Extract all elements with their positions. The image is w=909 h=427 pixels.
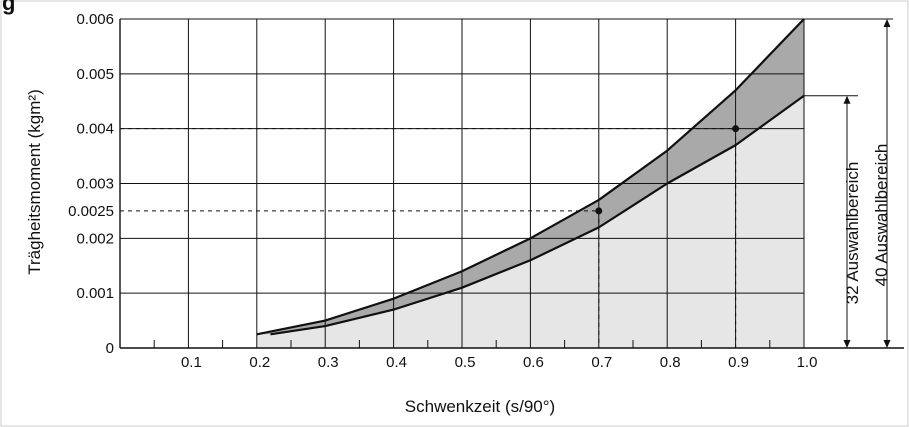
range-label-40: 40 Auswahlbereich — [872, 144, 891, 287]
range-arrow-40-head-bottom — [883, 340, 891, 348]
y-tick-labels: 0 0.001 0.002 0.0025 0.003 0.004 0.005 0.006 — [68, 11, 114, 357]
x-tick-label: 0.6 — [523, 354, 544, 371]
x-tick-label: 0.9 — [728, 354, 749, 371]
y-tick-label: 0.005 — [76, 66, 114, 83]
x-tick-label: 0.4 — [386, 354, 407, 371]
x-tick-label: 0.8 — [660, 354, 681, 371]
x-tick-labels: 0.1 0.2 0.3 0.4 0.5 0.6 0.7 0.8 0.9 1.0 — [181, 354, 817, 371]
series-lines — [256, 18, 805, 336]
series-line-32 — [270, 94, 805, 336]
range-markers — [804, 18, 893, 348]
range-label-32: 32 Auswahlbereich — [843, 162, 862, 305]
range-arrow-32-head-top — [843, 95, 851, 104]
range-arrow-40-head-top — [883, 19, 891, 27]
data-points — [595, 125, 740, 215]
x-tick-label: 0.5 — [455, 354, 476, 371]
data-point — [732, 125, 740, 133]
header-fragment: g — [2, 0, 15, 15]
range-arrow-32-head-bottom — [843, 340, 851, 348]
x-tick-label: 1.0 — [797, 354, 818, 371]
y-tick-label: 0.0025 — [68, 203, 114, 220]
x-tick-label: 0.1 — [181, 354, 202, 371]
y-axis-label: Trägheitsmoment (kgm²) — [25, 89, 44, 274]
x-tick-label: 0.3 — [318, 354, 339, 371]
y-tick-label: 0.003 — [76, 176, 114, 193]
y-tick-label: 0.001 — [76, 285, 114, 302]
reading-guides — [120, 128, 737, 348]
x-axis-label: Schwenkzeit (s/90°) — [405, 397, 555, 416]
y-tick-label: 0.002 — [76, 230, 114, 247]
series-line-40 — [256, 18, 805, 336]
data-point — [595, 207, 603, 215]
y-tick-label: 0.004 — [76, 121, 114, 138]
x-tick-label: 0.2 — [249, 354, 270, 371]
x-tick-label: 0.7 — [591, 354, 612, 371]
y-tick-label: 0.006 — [76, 11, 114, 28]
y-tick-label: 0 — [106, 340, 114, 357]
